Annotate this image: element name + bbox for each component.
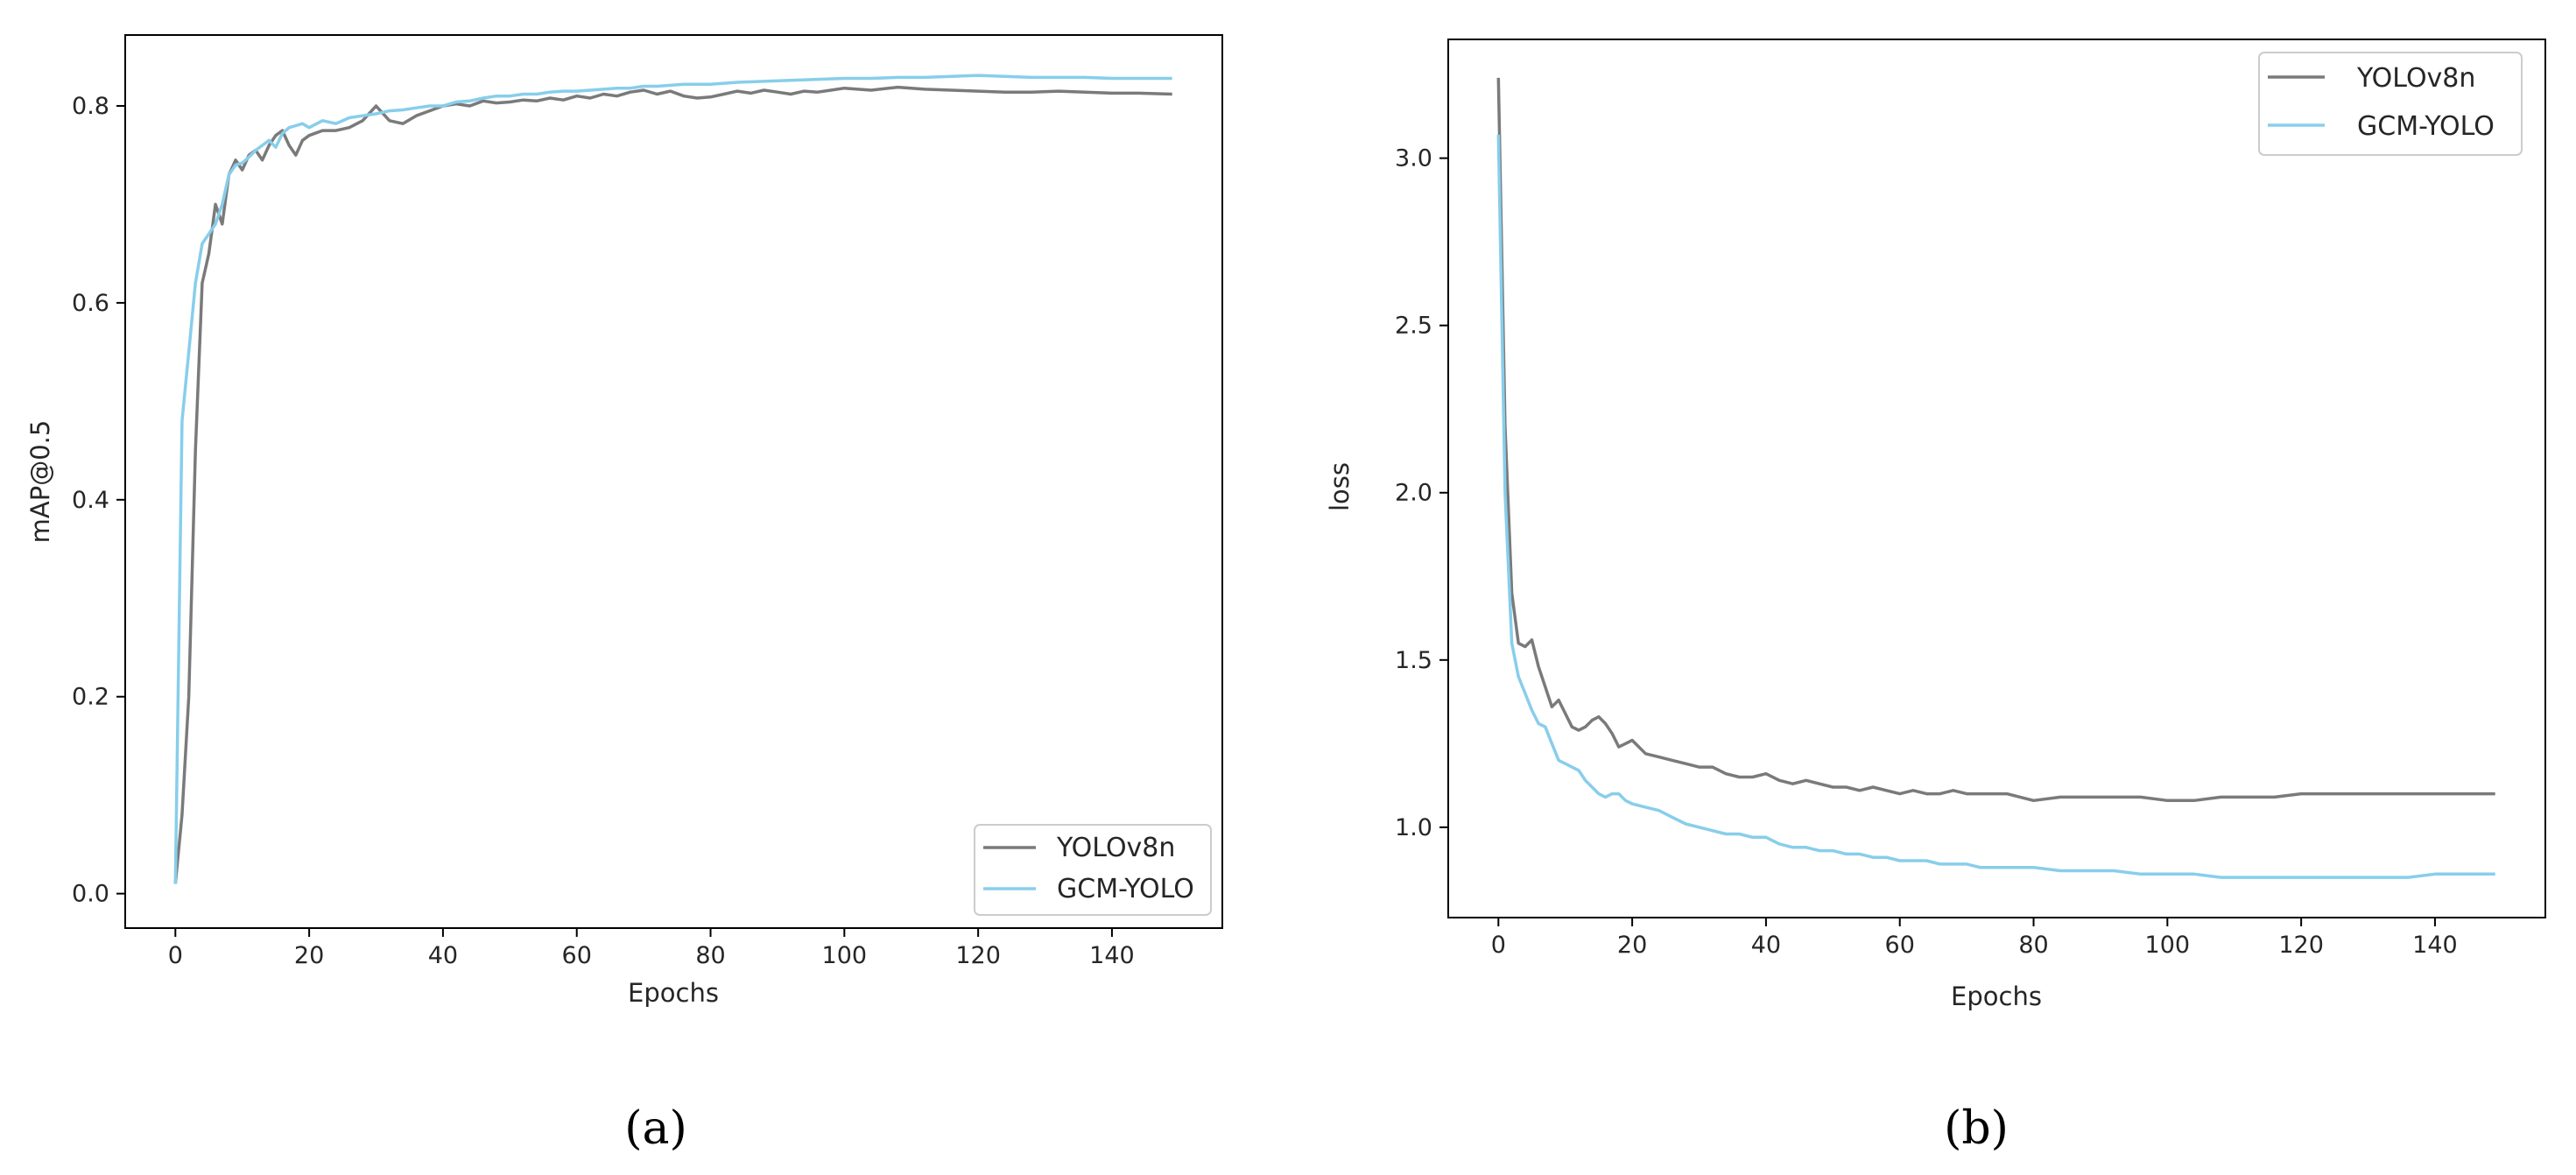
panel-b-y-tick-label: 2.5 <box>1395 313 1432 340</box>
panel-b-x-tick-label: 140 <box>2412 932 2458 959</box>
panel-a-x-tick-label: 100 <box>822 942 868 969</box>
panel-b-x-tick-label: 80 <box>2018 932 2048 959</box>
panel-a-y-tick-label: 0.0 <box>72 881 109 908</box>
panel-a-series-gcm-yolo-line <box>173 74 1172 884</box>
panel-b-caption: (b) <box>1944 1102 2009 1155</box>
panel-a-x-tick-label: 80 <box>695 942 725 969</box>
panel-a-y-tick-label: 0.4 <box>72 487 109 514</box>
panel-a-y-axis-title: mAP@0.5 <box>25 420 55 544</box>
panel-a-y-tick-label: 0.8 <box>72 93 109 120</box>
panel-a-x-tick-label: 0 <box>168 942 183 969</box>
panel-b-y-axis-title: loss <box>1325 462 1355 511</box>
panel-a-legend-label-gcm-yolo: GCM-YOLO <box>1057 874 1194 904</box>
panel-a-x-axis-title: Epochs <box>628 978 719 1008</box>
panel-b-y-tick-label: 1.0 <box>1395 814 1432 841</box>
panel-a-frame <box>124 34 1223 929</box>
panel-a-x-tick-label: 20 <box>294 942 324 969</box>
panel-b-x-tick-label: 100 <box>2145 932 2191 959</box>
panel-a-caption: (a) <box>624 1102 687 1155</box>
panel-b-series-gcm-yolo-line <box>1496 134 2495 879</box>
panel-b-y-tick-label: 1.5 <box>1395 647 1432 674</box>
panel-b-legend-label-yolov8n: YOLOv8n <box>2356 63 2475 94</box>
panel-a-legend: YOLOv8n GCM-YOLO <box>974 824 1212 916</box>
panel-b-x-tick-label: 20 <box>1617 932 1647 959</box>
panel-b-plot-area <box>1496 77 2495 879</box>
panel-a-x-tick-label: 40 <box>428 942 458 969</box>
panel-b-series-yolov8n-line <box>1496 77 2495 803</box>
panel-b-y-tick-label: 3.0 <box>1395 145 1432 172</box>
panel-b-legend: YOLOv8n GCM-YOLO <box>2258 52 2523 156</box>
panel-b-x-tick-label: 60 <box>1885 932 1915 959</box>
chart-panel-b: 0 20 40 60 80 100 120 140 1.0 1.5 2.0 2.5 3.0 Epochs… <box>1325 39 2546 1011</box>
panel-a-plot-area <box>173 74 1172 884</box>
chart-panel-a: 0 20 40 60 80 100 120 140 0.0 0.2 0.4 0.6 0.8 Epochs… <box>25 34 1223 1008</box>
panel-b-y-tick-label: 2.0 <box>1395 480 1432 507</box>
panel-a-y-tick-label: 0.2 <box>72 684 109 711</box>
panel-b-legend-label-gcm-yolo: GCM-YOLO <box>2357 111 2495 142</box>
panel-b-x-tick-label: 0 <box>1491 932 1506 959</box>
panel-a-axes: 0 20 40 60 80 100 120 140 0.0 0.2 0.4 0.6 0.8 <box>72 93 1135 969</box>
panel-b-axes: 0 20 40 60 80 100 120 140 1.0 1.5 2.0 2.5 3.0 <box>1395 145 2458 959</box>
panel-a-x-tick-label: 120 <box>955 942 1001 969</box>
panel-b-x-tick-label: 40 <box>1751 932 1781 959</box>
panel-b-frame <box>1447 39 2546 918</box>
panel-a-x-tick-label: 140 <box>1089 942 1135 969</box>
panel-a-y-tick-label: 0.6 <box>72 290 109 317</box>
panel-a-x-tick-label: 60 <box>562 942 592 969</box>
panel-b-x-axis-title: Epochs <box>1951 982 2042 1011</box>
panel-a-legend-label-yolov8n: YOLOv8n <box>1056 833 1175 863</box>
panel-b-x-tick-label: 120 <box>2278 932 2324 959</box>
panel-a-series-yolov8n-line <box>173 85 1172 884</box>
